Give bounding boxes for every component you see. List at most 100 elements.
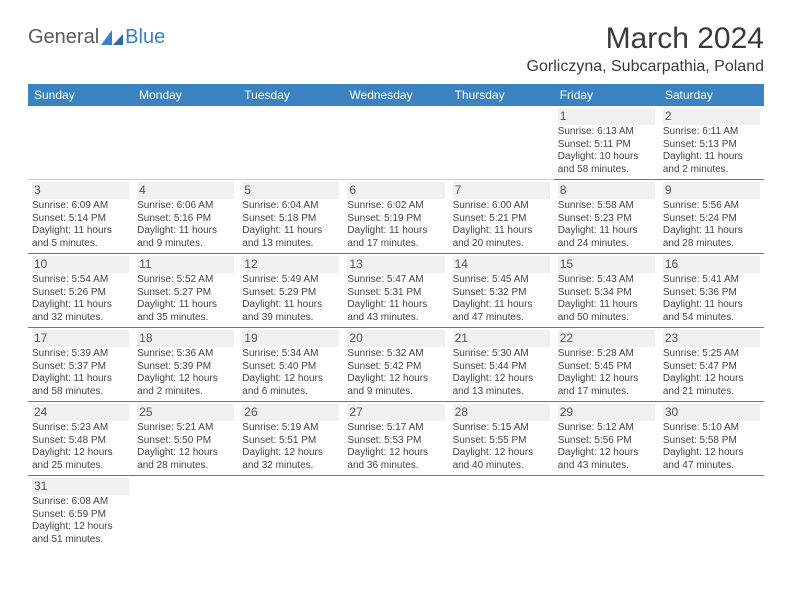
cell-line: and 24 minutes. xyxy=(558,238,655,251)
cell-line: Sunset: 5:26 PM xyxy=(32,287,129,300)
calendar-cell: 15Sunrise: 5:43 AMSunset: 5:34 PMDayligh… xyxy=(554,254,659,328)
cell-line: Sunset: 5:53 PM xyxy=(347,435,444,448)
calendar-cell: 1Sunrise: 6:13 AMSunset: 5:11 PMDaylight… xyxy=(554,106,659,180)
calendar-week: 10Sunrise: 5:54 AMSunset: 5:26 PM Dayligh… xyxy=(28,254,764,328)
cell-line: Sunset: 5:16 PM xyxy=(137,213,234,226)
calendar-cell xyxy=(28,106,133,180)
calendar-header-row: SundayMondayTuesdayWednesdayThursdayFrid… xyxy=(28,84,764,106)
cell-line: and 2 minutes. xyxy=(137,386,234,399)
day-number: 25 xyxy=(137,404,234,421)
day-number: 8 xyxy=(558,182,655,199)
cell-line: Sunrise: 6:06 AM xyxy=(137,200,234,213)
calendar-cell: 26Sunrise: 5:19 AMSunset: 5:51 PMDayligh… xyxy=(238,402,343,476)
cell-line: Sunrise: 5:32 AM xyxy=(347,348,444,361)
day-number: 24 xyxy=(32,404,129,421)
calendar-cell: 7Sunrise: 6:00 AMSunset: 5:21 PMDaylight… xyxy=(449,180,554,254)
cell-line: Daylight: 10 hours xyxy=(558,151,655,164)
cell-line: Daylight: 11 hours xyxy=(663,151,760,164)
calendar-cell: 19Sunrise: 5:34 AMSunset: 5:40 PMDayligh… xyxy=(238,328,343,402)
day-number: 14 xyxy=(453,256,550,273)
cell-line: Daylight: 11 hours xyxy=(32,373,129,386)
cell-line: Sunrise: 6:11 AM xyxy=(663,126,760,139)
location: Gorliczyna, Subcarpathia, Poland xyxy=(527,58,764,76)
calendar-week: 1Sunrise: 6:13 AMSunset: 5:11 PMDaylight… xyxy=(28,106,764,180)
cell-line: Sunrise: 5:19 AM xyxy=(242,422,339,435)
calendar-cell: 6Sunrise: 6:02 AMSunset: 5:19 PMDaylight… xyxy=(343,180,448,254)
cell-line: Sunset: 5:14 PM xyxy=(32,213,129,226)
cell-line: Sunrise: 5:43 AM xyxy=(558,274,655,287)
day-number: 15 xyxy=(558,256,655,273)
day-number: 23 xyxy=(663,330,760,347)
calendar-week: 31Sunrise: 6:08 AMSunset: 6:59 PMDayligh… xyxy=(28,476,764,550)
cell-line: and 58 minutes. xyxy=(558,164,655,177)
day-number: 11 xyxy=(137,256,234,273)
day-number: 22 xyxy=(558,330,655,347)
cell-line: Sunrise: 5:23 AM xyxy=(32,422,129,435)
sail-icon xyxy=(101,30,123,46)
cell-line: Daylight: 12 hours xyxy=(242,447,339,460)
day-number: 17 xyxy=(32,330,129,347)
cell-line: Sunset: 6:59 PM xyxy=(32,509,129,522)
cell-line: Daylight: 12 hours xyxy=(663,373,760,386)
cell-line: Daylight: 12 hours xyxy=(137,373,234,386)
calendar-week: 24Sunrise: 5:23 AMSunset: 5:48 PMDayligh… xyxy=(28,402,764,476)
cell-line: Daylight: 12 hours xyxy=(242,373,339,386)
cell-line: and 5 minutes. xyxy=(32,238,129,251)
calendar-cell: 12Sunrise: 5:49 AMSunset: 5:29 PMDayligh… xyxy=(238,254,343,328)
calendar-cell: 16Sunrise: 5:41 AMSunset: 5:36 PMDayligh… xyxy=(659,254,764,328)
cell-line: Sunset: 5:39 PM xyxy=(137,361,234,374)
cell-line: and 43 minutes. xyxy=(558,460,655,473)
calendar-cell: 29Sunrise: 5:12 AMSunset: 5:56 PMDayligh… xyxy=(554,402,659,476)
cell-line: Sunrise: 5:41 AM xyxy=(663,274,760,287)
cell-line: Sunrise: 6:13 AM xyxy=(558,126,655,139)
calendar-week: 17Sunrise: 5:39 AMSunset: 5:37 PMDayligh… xyxy=(28,328,764,402)
cell-line: Daylight: 12 hours xyxy=(347,373,444,386)
cell-line: Sunrise: 5:17 AM xyxy=(347,422,444,435)
day-header: Tuesday xyxy=(238,84,343,106)
day-number: 27 xyxy=(347,404,444,421)
calendar-cell: 2Sunrise: 6:11 AMSunset: 5:13 PMDaylight… xyxy=(659,106,764,180)
cell-line: and 47 minutes. xyxy=(453,312,550,325)
day-number: 5 xyxy=(242,182,339,199)
cell-line: Daylight: 11 hours xyxy=(558,225,655,238)
cell-line: Daylight: 12 hours xyxy=(663,447,760,460)
calendar-cell xyxy=(449,106,554,180)
day-number: 6 xyxy=(347,182,444,199)
day-number: 1 xyxy=(558,108,655,125)
day-number: 10 xyxy=(32,256,129,273)
cell-line: Sunset: 5:37 PM xyxy=(32,361,129,374)
cell-line: Sunset: 5:50 PM xyxy=(137,435,234,448)
calendar-cell: 11Sunrise: 5:52 AMSunset: 5:27 PMDayligh… xyxy=(133,254,238,328)
day-number: 9 xyxy=(663,182,760,199)
calendar-cell: 20Sunrise: 5:32 AMSunset: 5:42 PMDayligh… xyxy=(343,328,448,402)
cell-line: Sunrise: 5:12 AM xyxy=(558,422,655,435)
cell-line: and 20 minutes. xyxy=(453,238,550,251)
cell-line: Sunrise: 5:54 AM xyxy=(32,274,129,287)
cell-line: Sunrise: 5:52 AM xyxy=(137,274,234,287)
day-number: 20 xyxy=(347,330,444,347)
calendar-cell: 4Sunrise: 6:06 AMSunset: 5:16 PMDaylight… xyxy=(133,180,238,254)
day-number: 29 xyxy=(558,404,655,421)
cell-line: Sunset: 5:13 PM xyxy=(663,139,760,152)
calendar-cell xyxy=(449,476,554,550)
cell-line: Sunset: 5:18 PM xyxy=(242,213,339,226)
day-header: Friday xyxy=(554,84,659,106)
calendar-cell xyxy=(659,476,764,550)
cell-line: Daylight: 12 hours xyxy=(453,373,550,386)
day-number: 3 xyxy=(32,182,129,199)
cell-line: Sunset: 5:11 PM xyxy=(558,139,655,152)
calendar-cell xyxy=(238,106,343,180)
cell-line: and 40 minutes. xyxy=(453,460,550,473)
day-number: 21 xyxy=(453,330,550,347)
cell-line: and 28 minutes. xyxy=(137,460,234,473)
cell-line: Sunset: 5:34 PM xyxy=(558,287,655,300)
calendar-cell xyxy=(238,476,343,550)
cell-line: and 2 minutes. xyxy=(663,164,760,177)
day-header: Sunday xyxy=(28,84,133,106)
cell-line: and 9 minutes. xyxy=(347,386,444,399)
cell-line: Sunrise: 5:15 AM xyxy=(453,422,550,435)
cell-line: Sunset: 5:27 PM xyxy=(137,287,234,300)
cell-line: Daylight: 11 hours xyxy=(137,299,234,312)
calendar-cell: 31Sunrise: 6:08 AMSunset: 6:59 PMDayligh… xyxy=(28,476,133,550)
cell-line: Sunrise: 5:28 AM xyxy=(558,348,655,361)
